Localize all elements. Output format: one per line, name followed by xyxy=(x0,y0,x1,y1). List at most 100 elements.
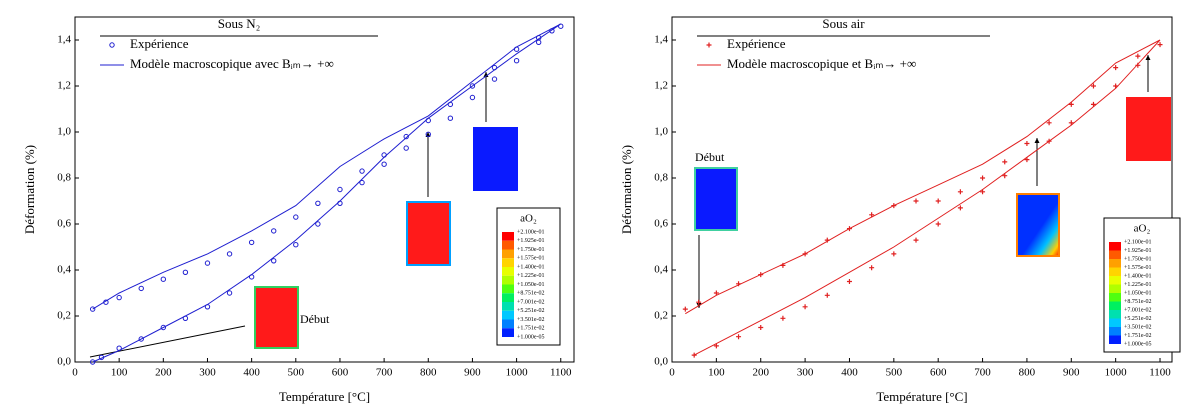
data-point xyxy=(271,228,277,234)
data-point xyxy=(824,292,830,298)
colorbar-band xyxy=(1109,293,1121,302)
colorbar-label: +1.575e-01 xyxy=(517,256,545,262)
x-tick-label: 1100 xyxy=(550,367,572,379)
colorbar-label: +1.750e-01 xyxy=(1124,256,1152,262)
colorbar-label: +1.050e-01 xyxy=(1124,290,1152,296)
x-tick-label: 1000 xyxy=(506,367,529,379)
data-point xyxy=(1046,120,1052,126)
annotation: Début xyxy=(695,150,725,164)
x-tick-label: 600 xyxy=(332,367,349,379)
colorbar-label: +1.925e-01 xyxy=(517,238,545,244)
y-tick-label: 0,4 xyxy=(654,264,668,276)
y-tick-label: 1,4 xyxy=(654,34,668,46)
colorbar-band xyxy=(502,328,514,337)
data-point xyxy=(226,290,233,296)
colorbar-label: +5.251e-02 xyxy=(517,308,545,314)
y-tick-label: 0,6 xyxy=(654,218,668,230)
data-point xyxy=(957,205,963,211)
y-tick-label: 1,4 xyxy=(57,34,71,46)
data-point xyxy=(780,315,786,321)
y-axis-label: Déformation (%) xyxy=(619,145,634,234)
y-tick-label: 0,0 xyxy=(57,356,71,368)
plot-frame xyxy=(74,16,575,363)
legend-title: Sous air xyxy=(822,16,865,31)
data-point xyxy=(957,189,963,195)
y-axis-label: Déformation (%) xyxy=(22,145,37,234)
colorbar-band xyxy=(1109,267,1121,276)
data-point xyxy=(935,221,941,227)
y-tick-label: 1,0 xyxy=(654,126,668,138)
colorbar-label: +7.001e-02 xyxy=(517,299,545,305)
legend-symbol xyxy=(109,42,115,48)
data-point xyxy=(913,237,919,243)
colorbar-label: +1.751e-02 xyxy=(517,326,545,332)
x-tick-label: 1000 xyxy=(1105,367,1128,379)
colorbar-band xyxy=(1109,284,1121,293)
inset-image xyxy=(473,127,518,191)
data-point xyxy=(1002,173,1008,179)
colorbar-band xyxy=(502,258,514,267)
colorbar-band xyxy=(502,284,514,294)
data-point xyxy=(469,94,476,101)
colorbar-band xyxy=(502,275,514,285)
y-tick-label: 0,8 xyxy=(57,172,71,184)
x-tick-label: 900 xyxy=(1063,367,1080,379)
inset-image xyxy=(694,167,738,231)
colorbar-label: +7.001e-02 xyxy=(1124,307,1152,313)
annotation: Début xyxy=(300,312,330,326)
data-point xyxy=(425,131,431,138)
data-point xyxy=(846,279,852,284)
colorbar-label: +3.501e-02 xyxy=(1124,324,1152,330)
colorbar-label: +5.251e-02 xyxy=(1124,316,1152,322)
data-point xyxy=(980,175,986,181)
colorbar-band xyxy=(502,310,514,320)
data-point xyxy=(403,133,409,140)
legend-label: Modèle macroscopique avec Bᵢₘ→ +∞ xyxy=(130,56,334,71)
data-point xyxy=(89,306,96,312)
x-tick-label: 400 xyxy=(841,367,858,379)
colorbar-band xyxy=(502,319,514,329)
annotation-line xyxy=(89,325,246,358)
data-point xyxy=(891,251,897,257)
colorbar-label: +3.501e-02 xyxy=(517,317,545,323)
x-tick-label: 1100 xyxy=(1149,367,1171,379)
colorbar-band xyxy=(502,293,514,302)
data-point xyxy=(204,260,211,266)
colorbar-label: +1.751e-02 xyxy=(1124,333,1152,339)
model-line xyxy=(92,23,562,363)
arrow-head xyxy=(1145,55,1151,60)
x-tick-label: 600 xyxy=(930,367,947,379)
data-point xyxy=(758,325,764,330)
colorbar-band xyxy=(1109,250,1121,259)
x-tick-label: 200 xyxy=(752,367,769,379)
data-point xyxy=(682,306,688,312)
colorbar-band xyxy=(1109,335,1121,344)
arrow-head xyxy=(1034,138,1040,143)
colorbar-band xyxy=(1109,318,1121,327)
data-point xyxy=(713,290,719,296)
legend-title: Sous N₂ xyxy=(218,16,260,31)
colorbar-band xyxy=(1109,259,1121,268)
data-point xyxy=(869,265,875,271)
colorbar-title: aO₂ xyxy=(1134,223,1151,235)
data-point xyxy=(116,294,122,301)
y-tick-label: 1,0 xyxy=(57,126,71,138)
inset-image xyxy=(406,201,451,266)
legend-label: Expérience xyxy=(727,36,786,51)
data-point xyxy=(381,161,387,167)
data-point xyxy=(138,336,144,342)
data-point xyxy=(248,239,255,246)
data-point xyxy=(447,115,454,121)
data-point xyxy=(160,324,167,331)
x-tick-label: 200 xyxy=(155,367,172,379)
data-point xyxy=(696,299,702,305)
legend-label: Modèle macroscopique et Bᵢₘ→ +∞ xyxy=(727,56,916,71)
colorbar-title: aO₂ xyxy=(520,213,537,225)
y-tick-label: 0,4 xyxy=(57,264,71,276)
data-point xyxy=(736,334,742,340)
x-tick-label: 700 xyxy=(974,367,991,379)
colorbar-label: +8.751e-02 xyxy=(517,291,545,297)
data-point xyxy=(913,198,919,204)
colorbar-label: +2.100e-01 xyxy=(517,229,545,235)
data-point xyxy=(89,359,96,365)
